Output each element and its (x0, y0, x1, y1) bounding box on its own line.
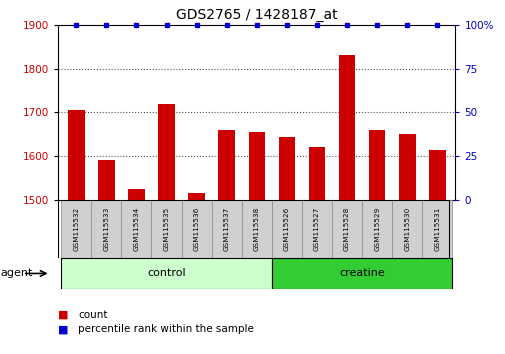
Title: GDS2765 / 1428187_at: GDS2765 / 1428187_at (176, 8, 337, 22)
Text: GSM115530: GSM115530 (403, 207, 410, 251)
Bar (428, 150, 445, 200)
Text: GSM115533: GSM115533 (103, 207, 109, 251)
Bar (181, 200, 211, 258)
Bar (98, 160, 115, 200)
Bar (308, 147, 325, 200)
Text: GSM115537: GSM115537 (223, 207, 229, 251)
Bar (331, 200, 362, 258)
Text: percentile rank within the sample: percentile rank within the sample (78, 324, 254, 334)
Bar (422, 200, 451, 258)
Bar (362, 200, 391, 258)
Bar (278, 137, 294, 200)
Bar (151, 200, 181, 258)
Text: ■: ■ (58, 324, 72, 334)
Text: GSM115538: GSM115538 (254, 207, 259, 251)
Bar (248, 132, 265, 200)
Text: count: count (78, 310, 108, 320)
Text: GSM115531: GSM115531 (433, 207, 439, 251)
Bar (121, 200, 151, 258)
Bar (158, 104, 174, 200)
Bar (241, 200, 271, 258)
Bar (188, 193, 205, 200)
Bar (391, 200, 422, 258)
Bar (368, 130, 385, 200)
Text: control: control (147, 268, 185, 279)
Bar (301, 200, 331, 258)
Bar (128, 189, 144, 200)
Bar (211, 200, 241, 258)
Bar (61, 200, 91, 258)
Bar (271, 258, 451, 289)
Text: ■: ■ (58, 310, 72, 320)
Text: agent: agent (0, 268, 32, 279)
Bar (91, 200, 121, 258)
Bar (218, 130, 234, 200)
Text: GSM115535: GSM115535 (163, 207, 169, 251)
Text: GSM115527: GSM115527 (314, 207, 319, 251)
Text: creatine: creatine (338, 268, 384, 279)
Bar (68, 110, 84, 200)
Bar (61, 258, 271, 289)
Text: GSM115536: GSM115536 (193, 207, 199, 251)
Text: GSM115532: GSM115532 (73, 207, 79, 251)
Bar (338, 55, 355, 200)
Bar (398, 134, 415, 200)
Text: GSM115526: GSM115526 (283, 207, 289, 251)
Bar (271, 200, 301, 258)
Text: GSM115528: GSM115528 (343, 207, 349, 251)
Text: GSM115534: GSM115534 (133, 207, 139, 251)
Text: GSM115529: GSM115529 (373, 207, 379, 251)
